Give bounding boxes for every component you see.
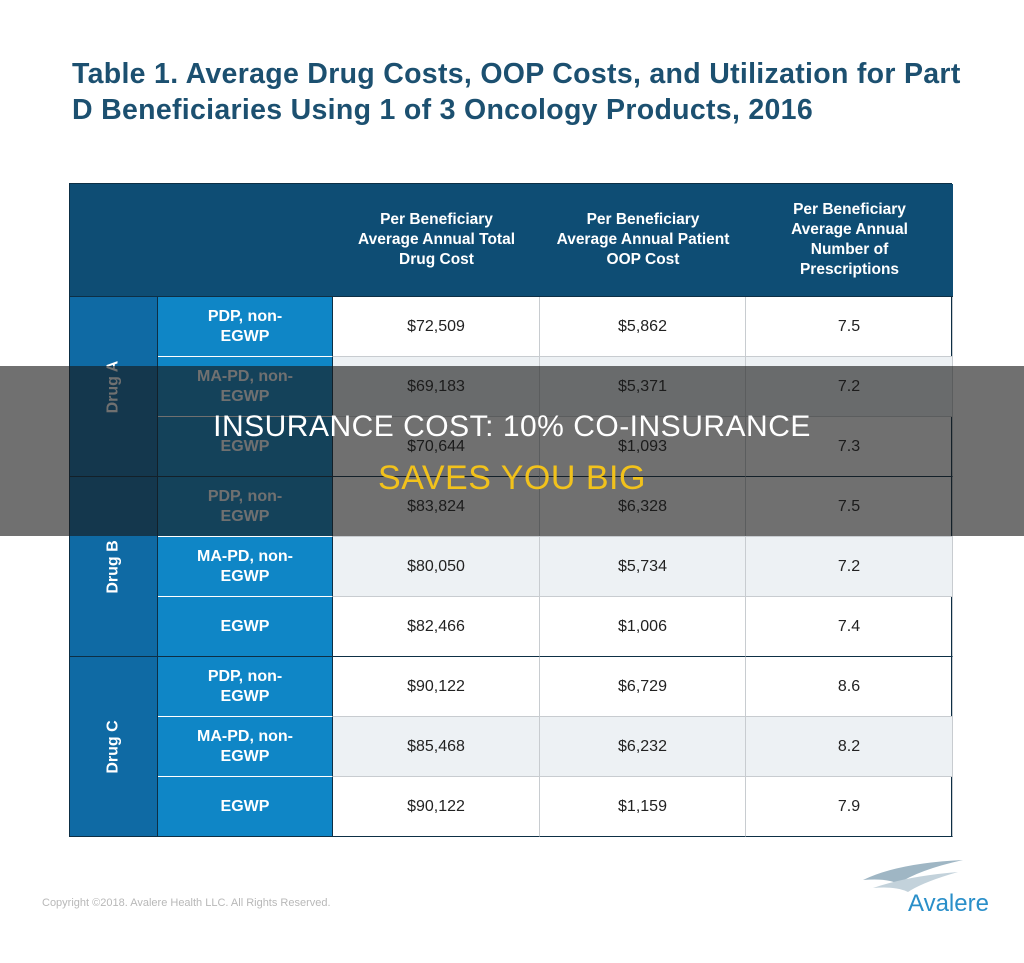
- data-cell-text: $72,509: [407, 317, 465, 335]
- data-cell-text: $80,050: [407, 557, 465, 575]
- data-cell-text: 7.9: [837, 797, 861, 815]
- data-cell: 8.2: [746, 717, 953, 777]
- data-cell-text: 7.2: [837, 557, 861, 575]
- header-cell: Per Beneficiary Average Annual Number of…: [746, 184, 953, 297]
- data-cell: $5,734: [540, 537, 746, 597]
- plan-cell: EGWP: [158, 597, 333, 657]
- data-cell-text: $82,466: [407, 617, 465, 635]
- plan-cell: MA-PD, non-EGWP: [158, 537, 333, 597]
- banner-overlay: [0, 366, 1024, 536]
- data-cell-text: 8.6: [837, 677, 861, 695]
- data-cell-text: 7.4: [837, 617, 861, 635]
- data-cell-text: $5,862: [618, 317, 667, 335]
- data-cell: $5,862: [540, 297, 746, 357]
- data-cell: $85,468: [333, 717, 540, 777]
- data-cell-text: $1,006: [618, 617, 667, 635]
- banner-line: SAVES YOU BIG: [378, 459, 646, 497]
- data-cell-text: $85,468: [407, 737, 465, 755]
- header-cell-text: Per Beneficiary Average Annual Number of…: [791, 201, 908, 278]
- data-cell: $6,729: [540, 657, 746, 717]
- header-cell-text: Per Beneficiary Average Annual Patient O…: [556, 211, 730, 268]
- header-cell: Per Beneficiary Average Annual Total Dru…: [333, 184, 540, 297]
- data-cell-text: $90,122: [407, 677, 465, 695]
- data-cell-text: $5,734: [618, 557, 667, 575]
- plan-cell-text: EGWP: [220, 617, 270, 635]
- plan-cell: EGWP: [158, 777, 333, 837]
- copyright: Copyright ©2018. Avalere Health LLC. All…: [42, 897, 331, 909]
- plan-cell-text: MA-PD, non-EGWP: [197, 727, 293, 765]
- logo-mark: [863, 860, 963, 892]
- data-cell: $82,466: [333, 597, 540, 657]
- plan-cell-text: PDP, non-EGWP: [207, 667, 283, 705]
- data-cell: $90,122: [333, 777, 540, 837]
- data-cell: $90,122: [333, 657, 540, 717]
- data-cell: $72,509: [333, 297, 540, 357]
- plan-cell: PDP, non-EGWP: [158, 297, 333, 357]
- data-cell: 7.2: [746, 537, 953, 597]
- drug-cell-text: Drug B: [104, 539, 122, 594]
- data-cell: 7.9: [746, 777, 953, 837]
- data-cell: $1,159: [540, 777, 746, 837]
- header-cell: Per Beneficiary Average Annual Patient O…: [540, 184, 746, 297]
- data-cell: $1,006: [540, 597, 746, 657]
- plan-cell-text: MA-PD, non-EGWP: [197, 547, 293, 585]
- data-cell-text: $90,122: [407, 797, 465, 815]
- drug-cell-text: Drug C: [104, 719, 122, 774]
- banner-line: INSURANCE COST: 10% CO-INSURANCE: [213, 410, 811, 443]
- data-cell: 7.4: [746, 597, 953, 657]
- data-cell-text: $6,729: [618, 677, 667, 695]
- logo-text: Avalere: [908, 890, 989, 917]
- header-cell-text: Per Beneficiary Average Annual Total Dru…: [357, 211, 516, 268]
- drug-cell: Drug C: [70, 657, 158, 837]
- plan-cell-text: EGWP: [220, 797, 270, 815]
- header-cell: [70, 184, 333, 297]
- data-cell: 8.6: [746, 657, 953, 717]
- data-cell-text: $6,232: [618, 737, 667, 755]
- title: Table 1. Average Drug Costs, OOP Costs, …: [72, 58, 961, 126]
- data-cell-text: 7.5: [837, 317, 861, 335]
- data-cell-text: $1,159: [618, 797, 667, 815]
- data-cell: 7.5: [746, 297, 953, 357]
- data-cell-text: 8.2: [837, 737, 861, 755]
- plan-cell: MA-PD, non-EGWP: [158, 717, 333, 777]
- plan-cell: PDP, non-EGWP: [158, 657, 333, 717]
- plan-cell-text: PDP, non-EGWP: [207, 307, 283, 345]
- data-cell: $6,232: [540, 717, 746, 777]
- data-cell: $80,050: [333, 537, 540, 597]
